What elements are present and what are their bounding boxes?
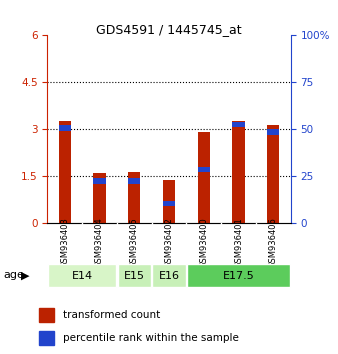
Bar <box>267 129 280 135</box>
Bar <box>58 125 71 131</box>
Bar <box>187 264 290 287</box>
Text: GSM936401: GSM936401 <box>234 217 243 268</box>
Text: GSM936403: GSM936403 <box>60 217 69 268</box>
Text: percentile rank within the sample: percentile rank within the sample <box>63 332 239 343</box>
Bar <box>233 122 245 127</box>
Bar <box>39 308 54 322</box>
Text: E16: E16 <box>159 271 179 281</box>
Bar <box>198 132 210 223</box>
Text: E15: E15 <box>124 271 145 281</box>
Bar <box>93 173 105 223</box>
Bar <box>118 264 151 287</box>
Bar <box>93 178 105 184</box>
Text: GDS4591 / 1445745_at: GDS4591 / 1445745_at <box>96 23 242 36</box>
Bar <box>163 180 175 223</box>
Text: GSM936400: GSM936400 <box>199 217 208 268</box>
Text: E17.5: E17.5 <box>223 271 255 281</box>
Text: ▶: ▶ <box>21 270 30 280</box>
Bar <box>58 121 71 223</box>
Text: GSM936405: GSM936405 <box>130 217 139 268</box>
Bar <box>267 125 280 223</box>
Text: age: age <box>3 270 24 280</box>
Bar <box>48 264 116 287</box>
Text: GSM936406: GSM936406 <box>269 217 278 268</box>
Bar <box>128 178 140 184</box>
Bar <box>128 172 140 223</box>
Bar <box>233 121 245 223</box>
Text: transformed count: transformed count <box>63 310 160 320</box>
Text: GSM936404: GSM936404 <box>95 217 104 268</box>
Text: E14: E14 <box>72 271 93 281</box>
Bar <box>198 167 210 172</box>
Text: GSM936402: GSM936402 <box>165 217 173 268</box>
Bar <box>152 264 186 287</box>
Bar <box>39 331 54 344</box>
Bar <box>163 200 175 206</box>
